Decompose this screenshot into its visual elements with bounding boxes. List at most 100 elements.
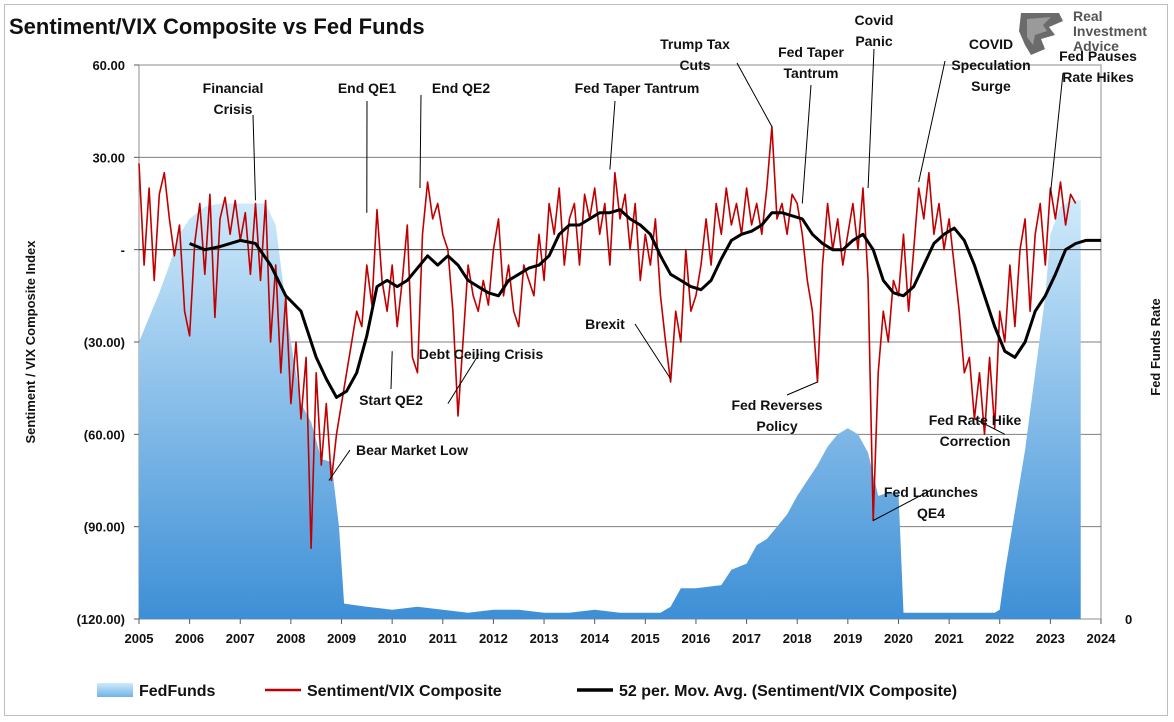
annotation-leader-line [1049, 72, 1064, 195]
y-axis-left: 60.00 30.00 - (30.00) (60.00) (90.00) (120.00) [77, 58, 139, 627]
series-moving-average-line [189, 208, 1101, 399]
y-axis-right: 0 [1125, 612, 1132, 627]
x-tick-label: 2007 [226, 631, 255, 646]
annotation-label: Correction [940, 433, 1011, 449]
annotation-label: Fed Taper [778, 44, 844, 60]
x-tick-label: 2024 [1087, 631, 1117, 646]
annotation-leader-line [786, 381, 818, 396]
annotations: Financial Crisis End QE1 End QE2 Start QE2 De… [203, 12, 1137, 521]
annotation-label: Trump Tax [660, 36, 730, 52]
annotation-end-qe1: End QE1 [338, 80, 396, 213]
annotation-label: Fed Pauses [1059, 48, 1137, 64]
annotation-leader-line [419, 94, 422, 189]
legend: FedFunds Sentiment/VIX Composite 52 per.… [97, 683, 957, 700]
annotation-debt-ceiling: Debt Ceiling Crisis [419, 346, 544, 404]
x-tick-label: 2020 [884, 631, 913, 646]
annotation-fed-pauses: Fed Pauses Rate Hikes [1049, 48, 1137, 195]
x-tick-label: 2017 [732, 631, 761, 646]
legend-label-sentiment: Sentiment/VIX Composite [307, 683, 502, 700]
annotation-label: Financial [203, 80, 264, 96]
y-axis-title: Sentiment / VIX Composite Index [23, 240, 38, 444]
legend-item-fedfunds: FedFunds [97, 683, 216, 700]
annotation-label: Fed Reverses [731, 397, 822, 413]
annotation-covid-panic: Covid Panic [855, 12, 894, 189]
annotation-leader-line [252, 114, 256, 201]
annotation-fed-launches-qe4: Fed Launches QE4 [872, 484, 978, 521]
x-tick-label: 2016 [681, 631, 710, 646]
x-axis: 2005 2006 2007 2008 2009 2010 2011 2012 2013 2014… [125, 619, 1117, 646]
annotation-fed-rate-hike: Fed Rate Hike Correction [929, 412, 1022, 449]
annotation-label: Cuts [679, 57, 710, 73]
chart-title: Sentiment/VIX Composite vs Fed Funds [9, 14, 425, 39]
annotation-end-qe2: End QE2 [419, 80, 490, 189]
annotation-bear-market-low: Bear Market Low [328, 442, 468, 481]
annotation-fed-reverses: Fed Reverses Policy [731, 381, 823, 434]
annotation-label: Speculation [951, 57, 1030, 73]
annotation-leader-line [867, 48, 875, 189]
x-tick-label: 2019 [833, 631, 862, 646]
y-tick-label: (60.00) [84, 427, 125, 442]
y2-axis-title: Fed Funds Rate [1148, 298, 1163, 396]
eagle-logo-icon [1019, 13, 1063, 55]
x-tick-label: 2005 [125, 631, 154, 646]
annotation-leader-line [801, 84, 812, 204]
annotation-leader-line [609, 100, 616, 170]
annotation-label: Policy [756, 418, 797, 434]
annotation-leader-line [328, 449, 351, 481]
annotation-label: Covid [855, 12, 894, 28]
legend-label-fedfunds: FedFunds [139, 683, 216, 700]
brand-name-line3: Advice [1073, 38, 1119, 54]
x-tick-label: 2006 [175, 631, 204, 646]
x-tick-label: 2018 [783, 631, 812, 646]
x-tick-label: 2010 [378, 631, 407, 646]
annotation-label: Fed Taper Tantrum [575, 80, 700, 96]
x-tick-label: 2015 [631, 631, 660, 646]
annotation-leader-line [447, 353, 480, 404]
annotation-label: Rate Hikes [1062, 69, 1134, 85]
annotation-label: QE4 [917, 505, 945, 521]
chart-frame: Sentiment/VIX Composite vs Fed Funds Rea… [4, 4, 1168, 716]
y-tick-label: (90.00) [84, 520, 125, 535]
annotation-label: Debt Ceiling Crisis [419, 346, 544, 362]
legend-label-moving-average: 52 per. Mov. Avg. (Sentiment/VIX Composi… [619, 683, 957, 700]
annotation-start-qe2: Start QE2 [359, 351, 423, 408]
annotation-leader-line [974, 418, 1006, 435]
annotation-leader-line [918, 60, 946, 183]
annotation-label: Tantrum [784, 65, 839, 81]
annotation-label: Surge [971, 78, 1011, 94]
x-tick-label: 2021 [935, 631, 964, 646]
y-tick-label: 30.00 [92, 150, 125, 165]
annotation-leader-line [872, 488, 934, 521]
annotation-leader-line [736, 62, 773, 127]
legend-item-sentiment: Sentiment/VIX Composite [265, 683, 502, 700]
series-sentiment-line [138, 125, 1077, 549]
x-tick-label: 2009 [327, 631, 356, 646]
annotation-covid-speculation: COVID Speculation Surge [918, 36, 1031, 183]
brand-name-line1: Real [1073, 8, 1103, 24]
brand-logo: Real Investment Advice [1019, 8, 1147, 55]
y-tick-label: (30.00) [84, 335, 125, 350]
annotation-financial-crisis: Financial Crisis [203, 80, 264, 201]
x-tick-label: 2022 [985, 631, 1014, 646]
series-fedfunds-area [139, 200, 1081, 619]
annotation-label: Panic [855, 33, 893, 49]
x-tick-label: 2023 [1036, 631, 1065, 646]
x-tick-label: 2011 [429, 631, 457, 646]
annotation-label: Brexit [585, 316, 625, 332]
y2-tick-label: 0 [1125, 612, 1132, 627]
annotation-brexit: Brexit [585, 316, 672, 380]
annotation-label: Bear Market Low [356, 442, 468, 458]
annotation-trump-tax-cuts: Trump Tax Cuts [660, 36, 773, 127]
annotation-leader-line [634, 323, 672, 380]
plot-area: Financial Crisis End QE1 End QE2 Start QE2 De… [138, 12, 1137, 620]
annotation-label: Start QE2 [359, 392, 423, 408]
annotation-label: Fed Launches [884, 484, 978, 500]
brand-name-line2: Investment [1073, 23, 1147, 39]
y-tick-label: 60.00 [92, 58, 125, 73]
y-tick-label: (120.00) [77, 612, 125, 627]
x-tick-label: 2014 [580, 631, 610, 646]
x-tick-label: 2012 [479, 631, 508, 646]
annotation-fed-taper-tantrum-2: Fed Taper Tantrum [778, 44, 844, 204]
annotation-label: COVID [969, 36, 1013, 52]
x-tick-label: 2013 [530, 631, 559, 646]
